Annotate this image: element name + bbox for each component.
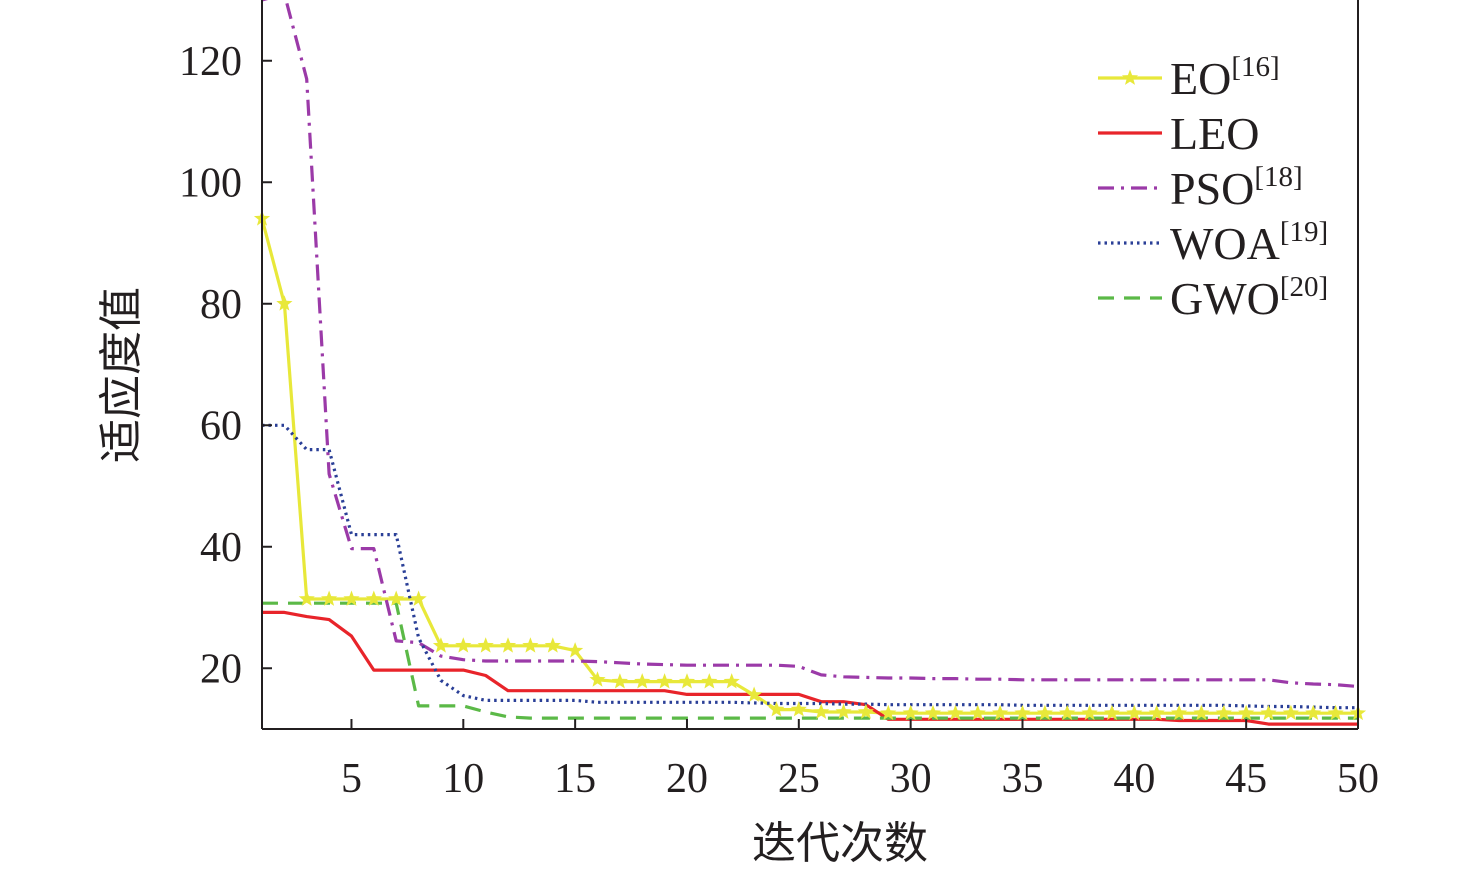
star-marker-eo — [992, 704, 1009, 721]
x-tick-label: 40 — [1113, 756, 1155, 802]
tick-layer: 5 10 15 20 25 30 35 40 45 50 20 40 60 80 100 120 — [179, 39, 1379, 802]
marker-layer — [253, 210, 1367, 721]
star-marker-eo — [410, 590, 427, 606]
legend-ref-eo: [16] — [1231, 51, 1279, 83]
x-tick-label: 50 — [1337, 756, 1379, 802]
y-tick-label: 80 — [200, 282, 242, 328]
legend-label-pso: PSO[18] — [1170, 161, 1303, 214]
star-marker-eo — [857, 703, 874, 719]
series-line-leo — [262, 610, 1358, 726]
y-axis-label: 适应度值 — [96, 287, 147, 463]
star-marker-eo — [1238, 704, 1255, 721]
star-marker-eo — [589, 671, 606, 687]
star-marker-eo — [634, 673, 651, 689]
star-marker-eo — [365, 590, 382, 606]
series-line-gwo — [262, 601, 1358, 720]
star-marker-eo — [432, 637, 449, 653]
star-marker-eo — [1171, 704, 1188, 721]
star-marker-eo — [1103, 704, 1120, 721]
y-tick-label: 20 — [200, 646, 242, 692]
y-tick-label: 100 — [179, 160, 242, 206]
star-marker-eo — [678, 673, 696, 689]
x-tick-label: 15 — [554, 756, 596, 802]
y-tick-label: 40 — [200, 525, 242, 571]
star-marker-eo — [500, 637, 517, 653]
star-marker-eo — [969, 704, 986, 721]
star-marker-eo — [813, 703, 830, 719]
star-marker-eo — [1327, 704, 1344, 721]
x-tick-label: 5 — [341, 756, 362, 802]
star-marker-eo — [343, 590, 360, 606]
star-marker-eo — [477, 637, 494, 653]
x-tick-label: 10 — [442, 756, 484, 802]
y-tick-label: 60 — [200, 403, 242, 449]
star-marker-eo — [1126, 704, 1143, 721]
legend-star-marker — [1121, 69, 1139, 85]
series-line-woa — [262, 423, 1358, 710]
legend-label-leo: LEO — [1170, 108, 1259, 159]
star-marker-eo — [276, 295, 293, 311]
star-marker-eo — [790, 701, 807, 717]
star-marker-eo — [701, 673, 718, 689]
star-marker-eo — [567, 642, 584, 658]
star-marker-eo — [1305, 704, 1322, 721]
star-marker-eo — [298, 590, 315, 606]
star-marker-eo — [1193, 704, 1210, 721]
star-marker-eo — [723, 673, 740, 689]
star-marker-eo — [1036, 704, 1053, 721]
star-marker-eo — [880, 704, 897, 721]
x-tick-label: 25 — [778, 756, 820, 802]
star-marker-eo — [924, 704, 942, 721]
star-marker-eo — [768, 701, 785, 717]
series-line-pso — [262, 0, 1358, 689]
legend-label-woa: WOA[19] — [1170, 216, 1328, 269]
star-marker-eo — [455, 637, 472, 653]
x-tick-label: 35 — [1001, 756, 1043, 802]
star-marker-eo — [388, 590, 405, 606]
star-marker-eo — [321, 590, 338, 606]
x-axis-label: 迭代次数 — [752, 818, 928, 869]
star-marker-eo — [835, 703, 852, 719]
legend-ref-pso: [18] — [1254, 161, 1302, 193]
star-marker-eo — [746, 686, 763, 702]
star-marker-eo — [1081, 704, 1098, 721]
star-marker-eo — [1215, 704, 1232, 721]
star-marker-eo — [902, 704, 919, 721]
y-tick-label: 120 — [179, 39, 242, 85]
star-marker-eo — [611, 673, 628, 689]
star-marker-eo — [544, 637, 561, 653]
star-marker-eo — [1148, 704, 1165, 721]
star-marker-eo — [947, 704, 964, 721]
legend-ref-gwo: [20] — [1280, 271, 1328, 303]
star-marker-eo — [1014, 704, 1031, 721]
x-tick-label: 30 — [890, 756, 932, 802]
star-marker-eo — [1260, 704, 1277, 721]
x-tick-label: 20 — [666, 756, 708, 802]
star-marker-eo — [1059, 704, 1076, 721]
star-marker-eo — [522, 637, 539, 653]
x-tick-label: 45 — [1225, 756, 1267, 802]
legend-ref-woa: [19] — [1280, 216, 1328, 248]
star-marker-eo — [656, 673, 673, 689]
legend-label-gwo: GWO[20] — [1170, 271, 1328, 324]
legend-label-eo: EO[16] — [1170, 51, 1280, 104]
star-marker-eo — [1282, 704, 1299, 721]
